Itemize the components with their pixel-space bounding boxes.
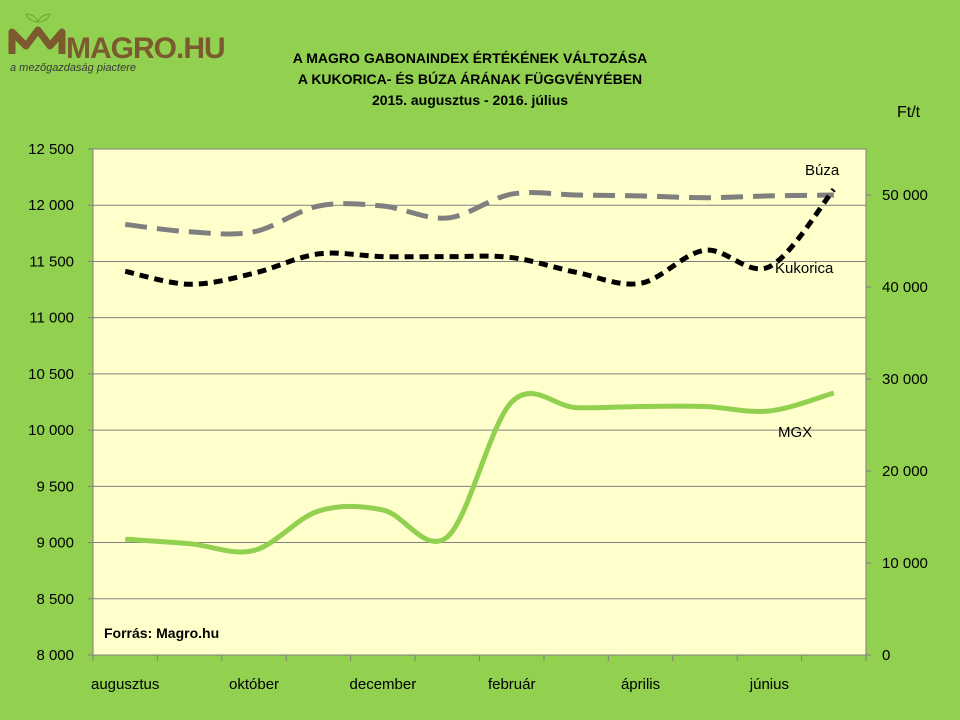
series-label-buza: Búza [805, 162, 840, 179]
y-left-tick-label: 10 500 [28, 366, 74, 383]
series-labels: MGX Búza Kukorica [775, 162, 840, 441]
y-right-tick-label: 10 000 [882, 555, 928, 572]
x-tick-label: február [488, 676, 536, 693]
series-layer [124, 187, 836, 555]
axes: 8 000 8 500 9 000 9 500 10 000 10 500 11 000 11… [28, 141, 928, 693]
y-right-tick-label: 50 000 [882, 187, 928, 204]
y-left-tick-label: 12 500 [28, 141, 74, 158]
x-tick-label: április [621, 676, 660, 693]
y-left-tick-label: 11 000 [29, 310, 74, 327]
y-left-tick-label: 9 500 [36, 478, 74, 495]
y-left-tick-label: 9 000 [36, 535, 74, 552]
chart-title-line: A KUKORICA- ÉS BÚZA ÁRÁNAK FÜGGVÉNYÉBEN [297, 71, 643, 87]
y-right-tick-label: 30 000 [882, 371, 928, 388]
series-label-kukorica: Kukorica [775, 260, 834, 277]
plot-area [92, 148, 867, 656]
x-tick-label: augusztus [91, 676, 159, 693]
y-right-tick-label: 20 000 [882, 463, 928, 480]
sprout-m-logo-icon [8, 13, 66, 54]
y-right-tick-label: 0 [882, 647, 890, 664]
x-tick-label: június [749, 676, 789, 693]
y-left-tick-label: 12 000 [28, 197, 74, 214]
series-line-buza [124, 190, 834, 237]
x-tick-label: december [350, 676, 417, 693]
right-axis-unit: Ft/t [897, 104, 921, 121]
x-tick-label: október [229, 676, 279, 693]
y-left-tick-label: 8 500 [36, 591, 74, 608]
magro-logo: MAGRO.HU a mezőgazdaság piactere [8, 10, 226, 80]
logo-tagline: a mezőgazdaság piactere [10, 62, 136, 74]
y-right-tick-label: 40 000 [882, 279, 928, 296]
logo-brand: MAGRO.HU [66, 32, 226, 65]
y-left-tick-label: 8 000 [36, 647, 74, 664]
series-label-mgx: MGX [778, 424, 812, 441]
y-left-tick-label: 11 500 [29, 253, 74, 270]
series-line-mgx [125, 390, 835, 555]
source-note: Forrás: Magro.hu [104, 625, 219, 641]
chart-title-line: A MAGRO GABONAINDEX ÉRTÉKÉNEK VÁLTOZÁSA [292, 50, 648, 66]
chart-title-line: 2015. augusztus - 2016. július [371, 92, 569, 108]
series-line-kukorica [124, 187, 836, 287]
chart-title: A MAGRO GABONAINDEX ÉRTÉKÉNEK VÁLTOZÁSA … [200, 48, 740, 111]
y-left-tick-label: 10 000 [28, 422, 74, 439]
